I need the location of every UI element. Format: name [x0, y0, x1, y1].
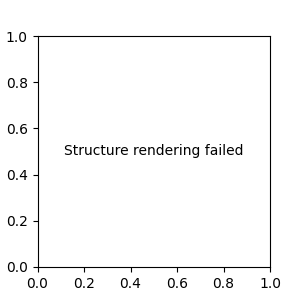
Text: Structure rendering failed: Structure rendering failed: [64, 145, 244, 158]
